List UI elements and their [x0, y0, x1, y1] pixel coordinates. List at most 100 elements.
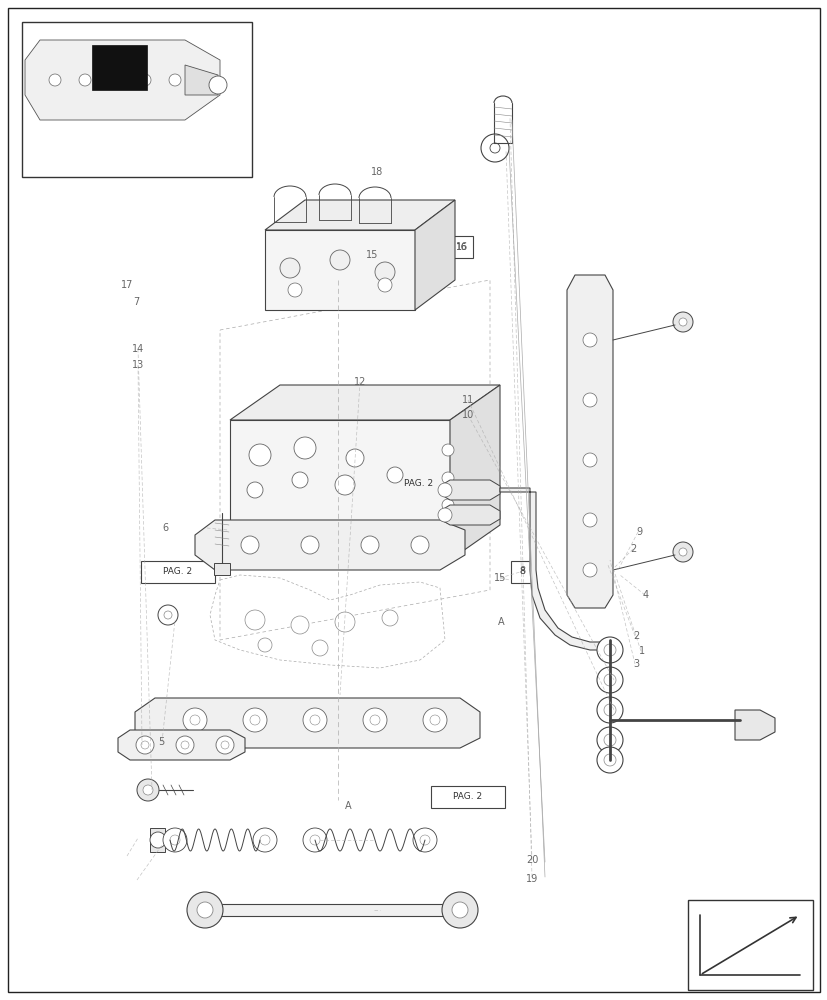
Polygon shape — [230, 420, 449, 560]
Text: 13: 13 — [132, 360, 144, 370]
Circle shape — [678, 548, 686, 556]
Circle shape — [136, 736, 154, 754]
Circle shape — [197, 902, 213, 918]
Circle shape — [582, 453, 596, 467]
Circle shape — [442, 444, 453, 456]
Circle shape — [260, 835, 270, 845]
Text: PAG. 2: PAG. 2 — [163, 568, 193, 576]
Circle shape — [241, 536, 259, 554]
Circle shape — [603, 704, 615, 716]
Circle shape — [596, 747, 622, 773]
Circle shape — [596, 667, 622, 693]
Circle shape — [143, 785, 153, 795]
Circle shape — [381, 610, 398, 626]
Text: 11: 11 — [461, 395, 473, 405]
Text: 17: 17 — [122, 280, 133, 290]
Circle shape — [183, 708, 207, 732]
Circle shape — [413, 828, 437, 852]
FancyBboxPatch shape — [141, 561, 215, 583]
Text: 4: 4 — [642, 590, 648, 600]
Circle shape — [442, 892, 477, 928]
Circle shape — [419, 835, 429, 845]
Circle shape — [280, 258, 299, 278]
Polygon shape — [414, 200, 455, 310]
Circle shape — [582, 333, 596, 347]
Circle shape — [79, 74, 91, 86]
Circle shape — [249, 444, 270, 466]
Text: 15: 15 — [494, 573, 505, 583]
Text: A: A — [497, 617, 504, 627]
Text: 20: 20 — [526, 855, 538, 865]
Circle shape — [258, 638, 272, 652]
Text: 16: 16 — [456, 242, 467, 251]
Circle shape — [335, 612, 355, 632]
Circle shape — [136, 779, 159, 801]
Circle shape — [603, 734, 615, 746]
Circle shape — [582, 513, 596, 527]
Circle shape — [437, 483, 452, 497]
Text: 6: 6 — [162, 523, 169, 533]
Polygon shape — [439, 505, 500, 525]
Circle shape — [596, 727, 622, 753]
FancyBboxPatch shape — [380, 473, 455, 495]
Polygon shape — [439, 480, 500, 500]
Circle shape — [596, 637, 622, 663]
Circle shape — [309, 835, 319, 845]
Circle shape — [346, 449, 364, 467]
Polygon shape — [449, 385, 500, 560]
Circle shape — [181, 741, 189, 749]
Polygon shape — [734, 710, 774, 740]
Text: 2: 2 — [633, 631, 639, 641]
Circle shape — [176, 736, 194, 754]
Circle shape — [301, 536, 318, 554]
Circle shape — [386, 467, 403, 483]
Circle shape — [303, 828, 327, 852]
Circle shape — [150, 832, 165, 848]
Circle shape — [437, 508, 452, 522]
Circle shape — [169, 74, 181, 86]
Circle shape — [294, 437, 316, 459]
Circle shape — [221, 741, 229, 749]
Circle shape — [603, 644, 615, 656]
Text: 8: 8 — [519, 567, 524, 576]
Polygon shape — [215, 904, 449, 916]
Text: 15: 15 — [366, 250, 378, 260]
Circle shape — [378, 278, 391, 292]
Bar — [687, 900, 812, 990]
Text: 18: 18 — [370, 167, 382, 177]
Circle shape — [423, 708, 447, 732]
Circle shape — [335, 475, 355, 495]
Circle shape — [678, 318, 686, 326]
Circle shape — [596, 697, 622, 723]
Circle shape — [49, 74, 61, 86]
Polygon shape — [150, 828, 165, 852]
Circle shape — [246, 482, 263, 498]
Circle shape — [250, 715, 260, 725]
Circle shape — [309, 715, 319, 725]
Bar — [92, 45, 147, 90]
Circle shape — [288, 283, 302, 297]
Circle shape — [141, 741, 149, 749]
Circle shape — [442, 499, 453, 511]
Circle shape — [163, 828, 187, 852]
Circle shape — [603, 754, 615, 766]
Circle shape — [361, 536, 379, 554]
Text: 8: 8 — [519, 566, 525, 576]
Circle shape — [312, 640, 327, 656]
Circle shape — [187, 892, 222, 928]
Text: 14: 14 — [132, 344, 144, 354]
Circle shape — [603, 674, 615, 686]
Text: 9: 9 — [635, 527, 642, 537]
Polygon shape — [265, 200, 455, 230]
Text: 5: 5 — [158, 737, 165, 747]
Circle shape — [452, 902, 467, 918]
Circle shape — [429, 715, 439, 725]
Circle shape — [189, 715, 200, 725]
Text: 16: 16 — [456, 242, 467, 252]
Circle shape — [480, 134, 509, 162]
Polygon shape — [230, 385, 500, 420]
Circle shape — [490, 143, 500, 153]
Text: 10: 10 — [461, 410, 473, 420]
Circle shape — [442, 472, 453, 484]
Polygon shape — [184, 65, 218, 95]
